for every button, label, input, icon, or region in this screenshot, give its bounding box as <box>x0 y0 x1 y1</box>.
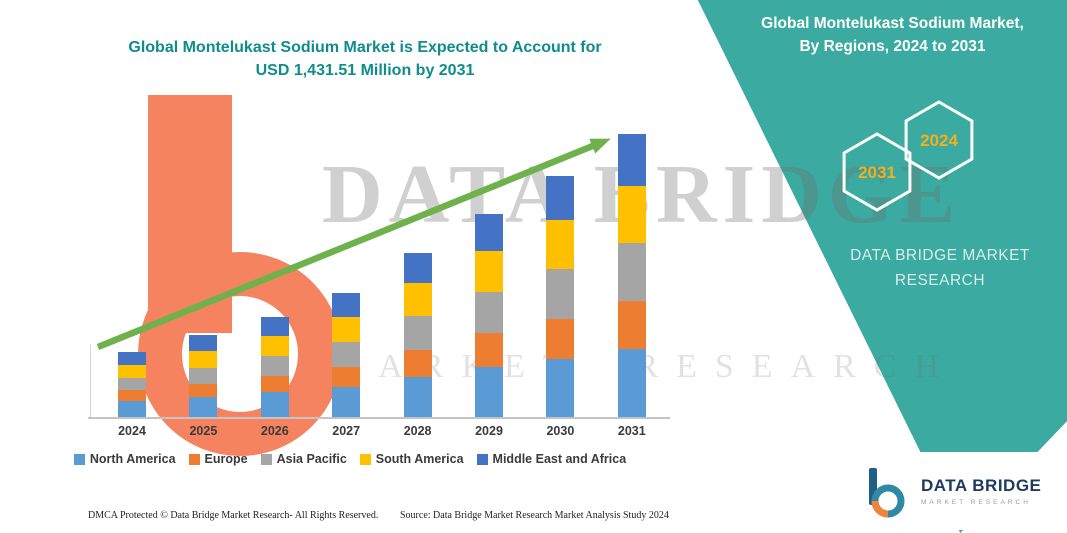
bar-segment-south-america <box>260 335 289 356</box>
bar-segment-south-america <box>617 186 646 244</box>
hexagon-2031 <box>842 132 912 212</box>
footer-copyright: DMCA Protected © Data Bridge Market Rese… <box>88 510 379 521</box>
chart-legend: North America Europe Asia Pacific South Ame… <box>40 452 660 466</box>
bar-segment-middle-east-and-africa <box>260 316 289 336</box>
bar-segment-asia-pacific <box>475 292 503 334</box>
panel-brand-line1: DATA BRIDGE MARKET <box>850 247 1030 264</box>
brand-logo-subtitle: MARKET RESEARCH <box>921 499 1031 506</box>
x-axis-labels: 2024 2025 2026 2027 2028 2029 2030 2031 <box>90 424 670 440</box>
legend-label-south-america: South America <box>375 452 464 466</box>
legend-item-asia-pacific: Asia Pacific <box>260 452 347 466</box>
legend-label-asia-pacific: Asia Pacific <box>276 452 347 466</box>
hexagon-2031-label: 2031 <box>858 163 896 182</box>
bar-segment-south-america <box>189 350 218 368</box>
plot-area <box>90 120 670 417</box>
bar-segment-south-america <box>475 251 503 293</box>
x-axis-label-2029: 2029 <box>475 424 503 438</box>
chart-title-line2: USD 1,431.51 Million by 2031 <box>255 62 475 79</box>
bar-segment-europe <box>546 318 575 359</box>
x-axis-label-2028: 2028 <box>403 424 432 438</box>
hexagon-2024-label: 2024 <box>920 131 958 150</box>
bar-segment-north-america <box>189 396 218 417</box>
bar-segment-europe <box>189 383 218 397</box>
legend-swatch-asia-pacific <box>260 453 272 465</box>
bar-segment-asia-pacific <box>617 243 646 302</box>
legend-label-middle-east-and-africa: Middle East and Africa <box>492 452 627 466</box>
bar-segment-europe <box>118 389 146 401</box>
panel-heading-line1: Global Montelukast Sodium Market, <box>761 15 1024 32</box>
x-axis-label-2024: 2024 <box>118 424 146 438</box>
x-axis-label-2027: 2027 <box>332 424 361 438</box>
bar-segment-asia-pacific <box>189 367 218 384</box>
bar-segment-middle-east-and-africa <box>403 253 432 284</box>
trend-arrow <box>96 138 611 351</box>
footer-source: Source: Data Bridge Market Research Mark… <box>400 510 669 521</box>
bar-segment-south-america <box>546 220 575 270</box>
bar-segment-middle-east-and-africa <box>189 334 218 351</box>
bar-segment-north-america <box>475 366 503 417</box>
bar-segment-middle-east-and-africa <box>546 175 575 221</box>
chart-title: Global Montelukast Sodium Market is Expe… <box>60 36 670 82</box>
x-axis-label-2030: 2030 <box>546 424 575 438</box>
x-axis-label-2025: 2025 <box>189 424 218 438</box>
stacked-bar-2030 <box>546 175 575 417</box>
x-axis-label-2031: 2031 <box>617 424 646 438</box>
bar-segment-north-america <box>617 348 646 417</box>
brand-logo-text: DATA BRIDGE MARKET RESEARCH <box>921 476 1041 506</box>
panel-brand-text: DATA BRIDGE MARKET RESEARCH <box>810 243 1067 293</box>
bar-segment-north-america <box>403 376 432 417</box>
legend-item-europe: Europe <box>188 452 248 466</box>
year-hexagons: 2031 2024 <box>842 100 974 212</box>
bar-segment-middle-east-and-africa <box>475 213 503 252</box>
legend-swatch-south-america <box>359 453 371 465</box>
stacked-bar-2026 <box>260 316 289 417</box>
bar-segment-south-america <box>403 283 432 317</box>
legend-swatch-middle-east-and-africa <box>476 453 488 465</box>
chart-title-line1: Global Montelukast Sodium Market is Expe… <box>128 39 602 56</box>
legend-item-south-america: South America <box>359 452 464 466</box>
brand-logo-name: DATA BRIDGE <box>921 476 1042 495</box>
bar-segment-north-america <box>546 358 575 417</box>
brand-logo-icon <box>869 468 905 518</box>
bar-segment-europe <box>403 349 432 377</box>
brand-logo: DATA BRIDGE MARKET RESEARCH <box>845 452 1060 530</box>
legend-label-europe: Europe <box>204 452 248 466</box>
x-axis-line <box>88 417 670 419</box>
x-axis-label-2026: 2026 <box>260 424 289 438</box>
panel-heading: Global Montelukast Sodium Market, By Reg… <box>725 12 1060 58</box>
legend-label-north-america: North America <box>89 452 176 466</box>
bar-segment-europe <box>617 301 646 349</box>
bar-segment-europe <box>475 333 503 367</box>
legend-item-middle-east-and-africa: Middle East and Africa <box>476 452 627 466</box>
stacked-bar-2028 <box>403 253 432 417</box>
stacked-bar-2025 <box>189 334 218 417</box>
legend-swatch-north-america <box>73 453 85 465</box>
hexagon-2024 <box>904 100 974 180</box>
panel-heading-line2: By Regions, 2024 to 2031 <box>799 38 986 55</box>
legend-swatch-europe <box>188 453 200 465</box>
legend-item-north-america: North America <box>73 452 176 466</box>
bar-segment-europe <box>260 375 289 392</box>
stacked-bar-2031 <box>617 133 646 417</box>
panel-brand-line2: RESEARCH <box>894 272 986 289</box>
bar-segment-middle-east-and-africa <box>617 133 646 187</box>
bar-segment-asia-pacific <box>260 355 289 376</box>
y-axis-line <box>90 345 91 417</box>
stacked-bar-2029 <box>475 213 503 417</box>
bar-segment-asia-pacific <box>403 316 432 350</box>
bar-segment-asia-pacific <box>546 269 575 319</box>
